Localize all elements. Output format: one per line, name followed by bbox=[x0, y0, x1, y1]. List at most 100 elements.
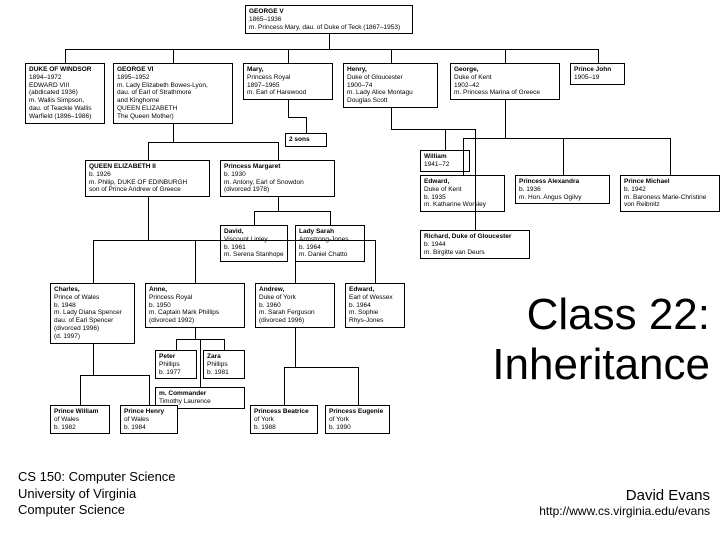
node-name: Peter bbox=[159, 353, 193, 361]
tree-node-michael: Prince Michaelb. 1942m. Baroness Marie-C… bbox=[620, 175, 720, 212]
node-meta: Duke of Gloucester bbox=[347, 74, 434, 82]
node-meta: m. Lady Elizabeth Bowes-Lyon, bbox=[117, 82, 229, 90]
node-meta: Princess Royal bbox=[247, 74, 329, 82]
node-meta: m. Hon. Angus Ogilvy bbox=[519, 194, 606, 202]
tree-edge bbox=[224, 339, 225, 350]
footer-right: David Evans http://www.cs.virginia.edu/e… bbox=[539, 487, 710, 518]
node-meta: dau. of Earl Spencer bbox=[54, 317, 131, 325]
node-name: GEORGE V bbox=[249, 8, 409, 16]
node-name: George, bbox=[454, 66, 556, 74]
tree-node-zara: ZaraPhillipsb. 1981 bbox=[203, 350, 245, 379]
node-name: Prince William bbox=[54, 408, 106, 416]
node-name: Henry, bbox=[347, 66, 434, 74]
course-code: CS 150: Computer Science bbox=[18, 469, 176, 485]
node-meta: Douglas Scott bbox=[347, 97, 434, 105]
tree-edge bbox=[284, 367, 285, 406]
tree-edge bbox=[288, 49, 289, 64]
node-name: Princess Alexandra bbox=[519, 178, 606, 186]
node-meta: m. Sarah Ferguson bbox=[259, 309, 331, 317]
node-name: QUEEN ELIZABETH II bbox=[89, 163, 206, 171]
node-name: m. Commander bbox=[159, 390, 241, 398]
tree-edge bbox=[330, 211, 331, 225]
node-meta: b. 1930 bbox=[224, 171, 331, 179]
node-meta: EDWARD VIII bbox=[29, 82, 101, 90]
node-name: Prince Henry bbox=[124, 408, 174, 416]
tree-edge bbox=[284, 367, 358, 368]
tree-edge bbox=[148, 142, 149, 160]
node-meta: Duke of York bbox=[259, 294, 331, 302]
node-meta: of York bbox=[329, 416, 386, 424]
tree-edge bbox=[463, 138, 671, 139]
tree-edge bbox=[65, 49, 598, 50]
slide-title: Class 22: Inheritance bbox=[492, 290, 710, 390]
node-meta: of Wales bbox=[124, 416, 174, 424]
tree-edge bbox=[93, 240, 376, 241]
node-meta: m. Lady Alice Montagu bbox=[347, 89, 434, 97]
node-meta: b. 1990 bbox=[329, 424, 386, 432]
node-meta: (d. 1997) bbox=[54, 333, 131, 341]
node-meta: (divorced 1978) bbox=[224, 186, 331, 194]
node-meta: 1894–1972 bbox=[29, 74, 101, 82]
node-meta: Phillips bbox=[159, 361, 193, 369]
tree-edge bbox=[391, 129, 476, 130]
node-meta: m. Wallis Simpson, bbox=[29, 97, 101, 105]
node-meta: b. 1960 bbox=[259, 302, 331, 310]
title-line-1: Class 22: bbox=[492, 290, 710, 340]
author-name: David Evans bbox=[539, 487, 710, 504]
tree-node-peter: PeterPhillipsb. 1977 bbox=[155, 350, 197, 379]
tree-edge bbox=[329, 34, 330, 49]
tree-node-andrew: Andrew,Duke of Yorkb. 1960m. Sarah Fergu… bbox=[255, 283, 335, 328]
tree-edge bbox=[295, 240, 296, 283]
node-meta: 1900–74 bbox=[347, 82, 434, 90]
node-meta: dau. of Earl of Strathmore bbox=[117, 89, 229, 97]
tree-edge bbox=[254, 211, 330, 212]
tree-node-george6: GEORGE VI1895–1952m. Lady Elizabeth Bowe… bbox=[113, 63, 233, 124]
tree-edge bbox=[288, 100, 289, 117]
node-meta: QUEEN ELIZABETH bbox=[117, 105, 229, 113]
tree-edge bbox=[195, 240, 196, 283]
tree-node-mary: Mary,Princess Royal1897–1965m. Earl of H… bbox=[243, 63, 333, 100]
node-meta: von Reibnitz bbox=[624, 201, 716, 209]
tree-node-windsor: DUKE OF WINDSOR1894–1972EDWARD VIII(abdi… bbox=[25, 63, 105, 124]
tree-node-eugenie: Princess Eugenieof Yorkb. 1990 bbox=[325, 405, 390, 434]
tree-node-margaret: Princess Margaretb. 1930m. Antony, Earl … bbox=[220, 160, 335, 197]
tree-node-william: Prince Williamof Walesb. 1982 bbox=[50, 405, 110, 434]
tree-edge bbox=[505, 49, 506, 64]
tree-edge bbox=[295, 328, 296, 367]
node-meta: m. Baroness Marie-Christine bbox=[624, 194, 716, 202]
node-meta: m. Princess Mary, dau. of Duke of Teck (… bbox=[249, 24, 409, 32]
node-meta: b. 1942 bbox=[624, 186, 716, 194]
dept-name: Computer Science bbox=[18, 502, 176, 518]
author-url: http://www.cs.virginia.edu/evans bbox=[539, 504, 710, 518]
node-name: William bbox=[424, 153, 466, 161]
node-meta: Princess Royal bbox=[149, 294, 241, 302]
node-meta: b. 1936 bbox=[519, 186, 606, 194]
tree-node-harry: Prince Henryof Walesb. 1984 bbox=[120, 405, 178, 434]
node-meta: m. Lady Diana Spencer bbox=[54, 309, 131, 317]
tree-edge bbox=[93, 344, 94, 375]
node-name: Andrew, bbox=[259, 286, 331, 294]
node-name: Mary, bbox=[247, 66, 329, 74]
tree-node-beatrice: Princess Beatriceof Yorkb. 1988 bbox=[250, 405, 318, 434]
node-meta: b. 1981 bbox=[207, 369, 241, 377]
node-name: 2 sons bbox=[289, 136, 323, 144]
node-meta: b. 1982 bbox=[54, 424, 106, 432]
node-meta: 1905–19 bbox=[574, 74, 621, 82]
tree-edge bbox=[93, 240, 94, 283]
node-name: Princess Eugenie bbox=[329, 408, 386, 416]
tree-edge bbox=[391, 49, 392, 64]
tree-edge bbox=[195, 328, 196, 339]
tree-node-sons2: 2 sons bbox=[285, 133, 327, 147]
tree-node-john: Prince John1905–19 bbox=[570, 63, 625, 85]
tree-edge bbox=[358, 367, 359, 406]
tree-edge bbox=[176, 339, 177, 350]
node-meta: 1941–72 bbox=[424, 161, 466, 169]
node-meta: Duke of Kent bbox=[454, 74, 556, 82]
node-meta: b. 1988 bbox=[254, 424, 314, 432]
tree-edge bbox=[173, 49, 174, 64]
node-meta: Prince of Wales bbox=[54, 294, 131, 302]
node-name: GEORGE VI bbox=[117, 66, 229, 74]
tree-edge bbox=[375, 240, 376, 283]
node-meta: (divorced 1992) bbox=[149, 317, 241, 325]
tree-edge bbox=[475, 129, 476, 230]
